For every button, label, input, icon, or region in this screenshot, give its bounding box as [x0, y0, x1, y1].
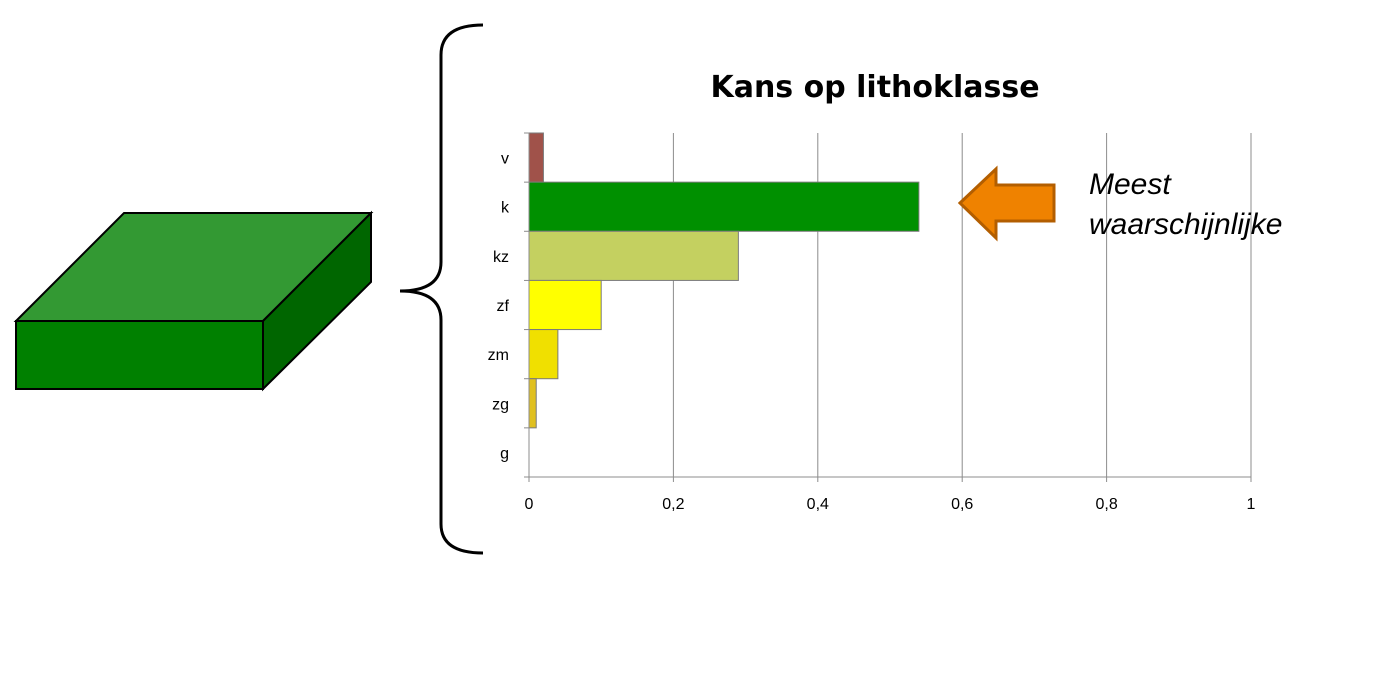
- x-tick-label: 0,6: [951, 496, 973, 513]
- x-tick-label: 0,4: [807, 496, 829, 513]
- 3d-block-icon: [13, 210, 374, 392]
- axes: [524, 132, 1252, 482]
- x-tick-label: 0,2: [662, 496, 684, 513]
- callout-line-1: Meest: [1089, 168, 1172, 201]
- y-tick-label: zf: [497, 298, 510, 315]
- x-tick-label: 0: [525, 496, 534, 513]
- tick-labels: 0 0,2 0,4 0,6 0,8 1 v k kz zf zm zg g: [488, 151, 1256, 513]
- bar-zf: [528, 279, 602, 331]
- chart: Kans op lithoklasse 0 0,2 0,4 0,6 0,8 1 v k kz zf…: [488, 70, 1256, 513]
- x-tick-label: 1: [1247, 496, 1256, 513]
- x-tick-label: 0,8: [1095, 496, 1117, 513]
- callout-line-2: waarschijnlijke: [1089, 208, 1282, 241]
- bars: [528, 132, 920, 429]
- curly-brace: [399, 23, 484, 555]
- y-tick-label: zg: [492, 396, 509, 413]
- bar-zg: [528, 378, 537, 429]
- y-tick-label: g: [500, 445, 509, 462]
- bar-k: [528, 181, 920, 232]
- left-arrow-icon: [957, 165, 1056, 242]
- y-tick-label: k: [501, 200, 510, 217]
- y-tick-label: kz: [493, 249, 509, 266]
- bar-v: [528, 132, 544, 183]
- y-tick-label: zm: [488, 347, 509, 364]
- bar-zm: [528, 329, 559, 380]
- chart-title: Kans op lithoklasse: [710, 70, 1039, 105]
- y-tick-label: v: [501, 151, 509, 168]
- bar-kz: [528, 230, 739, 281]
